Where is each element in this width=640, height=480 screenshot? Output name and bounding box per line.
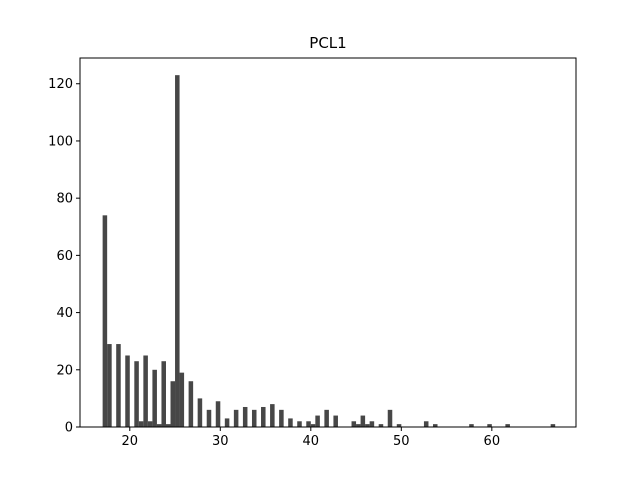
histogram-bar bbox=[251, 409, 257, 427]
histogram-bar bbox=[288, 418, 293, 427]
histogram-bar bbox=[143, 355, 148, 427]
x-axis: 20 30 40 50 60 bbox=[122, 427, 501, 449]
histogram-bar bbox=[197, 398, 203, 427]
y-axis: 0 20 40 60 80 100 120 bbox=[48, 77, 80, 436]
histogram-bar bbox=[351, 421, 357, 427]
histogram-bar bbox=[432, 424, 438, 427]
x-tick-label: 60 bbox=[484, 434, 501, 449]
bars-group bbox=[102, 75, 556, 427]
y-tick-label: 120 bbox=[48, 77, 73, 92]
histogram-bar bbox=[102, 215, 108, 427]
histogram-bar bbox=[170, 381, 176, 427]
histogram-bar bbox=[215, 401, 221, 427]
histogram-bar bbox=[469, 424, 474, 427]
y-tick-label: 20 bbox=[56, 363, 73, 378]
histogram-bar bbox=[242, 406, 248, 427]
histogram-bar bbox=[505, 424, 510, 427]
histogram-bar bbox=[333, 415, 338, 427]
histogram-bar bbox=[107, 344, 112, 427]
x-tick-label: 40 bbox=[303, 434, 320, 449]
plot-frame bbox=[79, 57, 577, 428]
histogram-bar bbox=[365, 424, 370, 427]
histogram-bar bbox=[125, 355, 130, 427]
histogram-bar bbox=[161, 361, 166, 427]
histogram-bar bbox=[116, 344, 121, 427]
y-tick-label: 40 bbox=[56, 306, 73, 321]
x-tick-label: 50 bbox=[393, 434, 410, 449]
histogram-bar bbox=[487, 424, 492, 427]
histogram-bar bbox=[396, 424, 402, 427]
histogram-bar bbox=[188, 381, 194, 427]
x-tick-label: 20 bbox=[122, 434, 139, 449]
histogram-bar bbox=[306, 421, 311, 427]
chart-title: PCL1 bbox=[309, 34, 346, 52]
histogram-bar bbox=[134, 361, 139, 427]
histogram-bar bbox=[387, 409, 393, 427]
histogram-bar bbox=[279, 409, 284, 427]
histogram-bar bbox=[175, 75, 180, 427]
histogram-bar bbox=[233, 409, 239, 427]
histogram-bar bbox=[324, 409, 329, 427]
histogram-bar bbox=[147, 421, 153, 427]
histogram-bar bbox=[179, 372, 185, 427]
histogram-bar bbox=[297, 421, 302, 427]
histogram-bar bbox=[310, 424, 316, 427]
histogram-bar bbox=[378, 424, 384, 427]
histogram-bar bbox=[138, 421, 144, 427]
histogram-bar bbox=[423, 421, 429, 427]
histogram-bar bbox=[156, 424, 162, 427]
histogram-bar bbox=[206, 409, 212, 427]
histogram-bar bbox=[315, 415, 320, 427]
histogram-bar bbox=[356, 424, 361, 427]
histogram-bar bbox=[369, 421, 375, 427]
histogram-bar bbox=[270, 404, 275, 427]
histogram-bar bbox=[360, 415, 366, 427]
histogram-bar bbox=[152, 369, 157, 427]
histogram-bar bbox=[165, 424, 171, 427]
histogram-bar bbox=[550, 424, 556, 427]
y-tick-label: 60 bbox=[56, 249, 73, 264]
histogram-bar bbox=[224, 418, 230, 427]
y-tick-label: 0 bbox=[65, 421, 73, 436]
y-tick-label: 100 bbox=[48, 134, 73, 149]
y-tick-label: 80 bbox=[56, 192, 73, 207]
histogram-bar bbox=[261, 406, 266, 427]
x-tick-label: 30 bbox=[212, 434, 229, 449]
